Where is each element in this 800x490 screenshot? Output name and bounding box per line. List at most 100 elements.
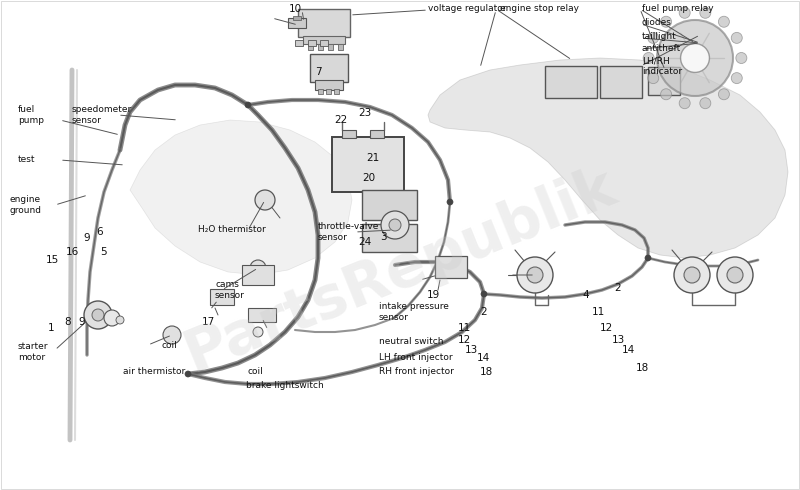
Text: engine
ground: engine ground [10, 196, 42, 215]
Bar [334, 89, 339, 94]
Bar [242, 265, 274, 285]
Bar [315, 80, 343, 90]
Circle shape [727, 267, 743, 283]
Text: 22: 22 [334, 115, 347, 125]
Text: 8: 8 [64, 317, 70, 327]
Text: LH front injector: LH front injector [379, 353, 453, 363]
Bar [342, 130, 356, 138]
Bar [320, 40, 328, 46]
Text: 9: 9 [83, 233, 90, 243]
Polygon shape [428, 58, 788, 258]
Circle shape [643, 52, 654, 64]
Text: intake pressure
sensor: intake pressure sensor [379, 302, 449, 322]
Text: 4: 4 [582, 290, 589, 300]
Text: PartsRepublik: PartsRepublik [176, 157, 624, 383]
Text: 17: 17 [202, 317, 215, 327]
Text: 3: 3 [380, 232, 386, 242]
Circle shape [718, 16, 730, 27]
Circle shape [104, 310, 120, 326]
Text: fuel
pump: fuel pump [18, 105, 44, 124]
Circle shape [736, 52, 747, 64]
Circle shape [253, 327, 263, 337]
Circle shape [718, 89, 730, 100]
Text: 15: 15 [46, 255, 59, 265]
Text: brake lightswitch: brake lightswitch [246, 381, 324, 390]
Circle shape [92, 309, 104, 321]
Circle shape [657, 20, 733, 96]
Circle shape [645, 255, 651, 261]
Text: RH front injector: RH front injector [379, 368, 454, 376]
Circle shape [389, 219, 401, 231]
Circle shape [116, 316, 124, 324]
Bar [310, 54, 348, 82]
Text: coil: coil [248, 368, 264, 376]
Text: 13: 13 [465, 345, 478, 355]
Text: 5: 5 [100, 247, 106, 257]
Text: 9: 9 [78, 317, 85, 327]
Text: throttle-valve
sensor: throttle-valve sensor [318, 222, 379, 242]
Text: 18: 18 [636, 363, 650, 373]
Circle shape [84, 301, 112, 329]
Bar [362, 224, 417, 252]
Circle shape [381, 211, 409, 239]
Bar [648, 67, 680, 95]
Text: 11: 11 [592, 307, 606, 317]
Bar [298, 9, 350, 37]
Bar [288, 18, 306, 28]
Text: 21: 21 [366, 153, 379, 163]
Text: 12: 12 [600, 323, 614, 333]
Text: coil: coil [162, 341, 178, 349]
Text: diodes: diodes [642, 19, 672, 27]
Bar [293, 16, 301, 20]
Text: 7: 7 [314, 67, 322, 77]
Bar [303, 36, 345, 44]
Circle shape [447, 199, 453, 205]
Circle shape [245, 102, 251, 108]
Text: air thermistor: air thermistor [123, 368, 186, 376]
Text: test: test [18, 155, 35, 165]
Circle shape [717, 257, 753, 293]
Bar [318, 44, 323, 50]
Text: 23: 23 [358, 108, 371, 118]
Text: H₂O thermistor: H₂O thermistor [198, 225, 266, 235]
Polygon shape [130, 120, 352, 275]
Bar [332, 137, 404, 192]
Bar [328, 44, 333, 50]
Circle shape [661, 89, 671, 100]
Circle shape [661, 16, 671, 27]
Circle shape [679, 98, 690, 109]
Bar [308, 44, 313, 50]
Bar [295, 40, 303, 46]
Circle shape [185, 371, 191, 377]
Bar [318, 89, 323, 94]
Circle shape [517, 257, 553, 293]
Bar [545, 66, 597, 98]
Text: 1: 1 [48, 323, 54, 333]
Bar [308, 40, 316, 46]
Circle shape [700, 7, 711, 18]
Text: fuel pump relay: fuel pump relay [642, 4, 714, 14]
Text: 11: 11 [458, 323, 471, 333]
Bar [600, 66, 642, 98]
Bar [435, 256, 467, 278]
Text: 20: 20 [362, 173, 375, 183]
Text: 10: 10 [289, 4, 302, 14]
Text: 18: 18 [480, 367, 494, 377]
Circle shape [731, 73, 742, 84]
Circle shape [700, 98, 711, 109]
Circle shape [679, 7, 690, 18]
Text: 12: 12 [458, 335, 471, 345]
Text: 16: 16 [66, 247, 79, 257]
Circle shape [674, 257, 710, 293]
Text: neutral switch: neutral switch [379, 338, 443, 346]
Text: LH/RH
indicator: LH/RH indicator [642, 56, 682, 75]
Circle shape [731, 32, 742, 44]
Circle shape [648, 73, 658, 84]
Text: 24: 24 [358, 237, 371, 247]
Circle shape [684, 267, 700, 283]
Text: cams
sensor: cams sensor [215, 280, 245, 300]
Text: engine stop relay: engine stop relay [500, 4, 579, 14]
Circle shape [255, 190, 275, 210]
Text: starter
motor: starter motor [18, 343, 49, 362]
Text: 2: 2 [480, 307, 486, 317]
